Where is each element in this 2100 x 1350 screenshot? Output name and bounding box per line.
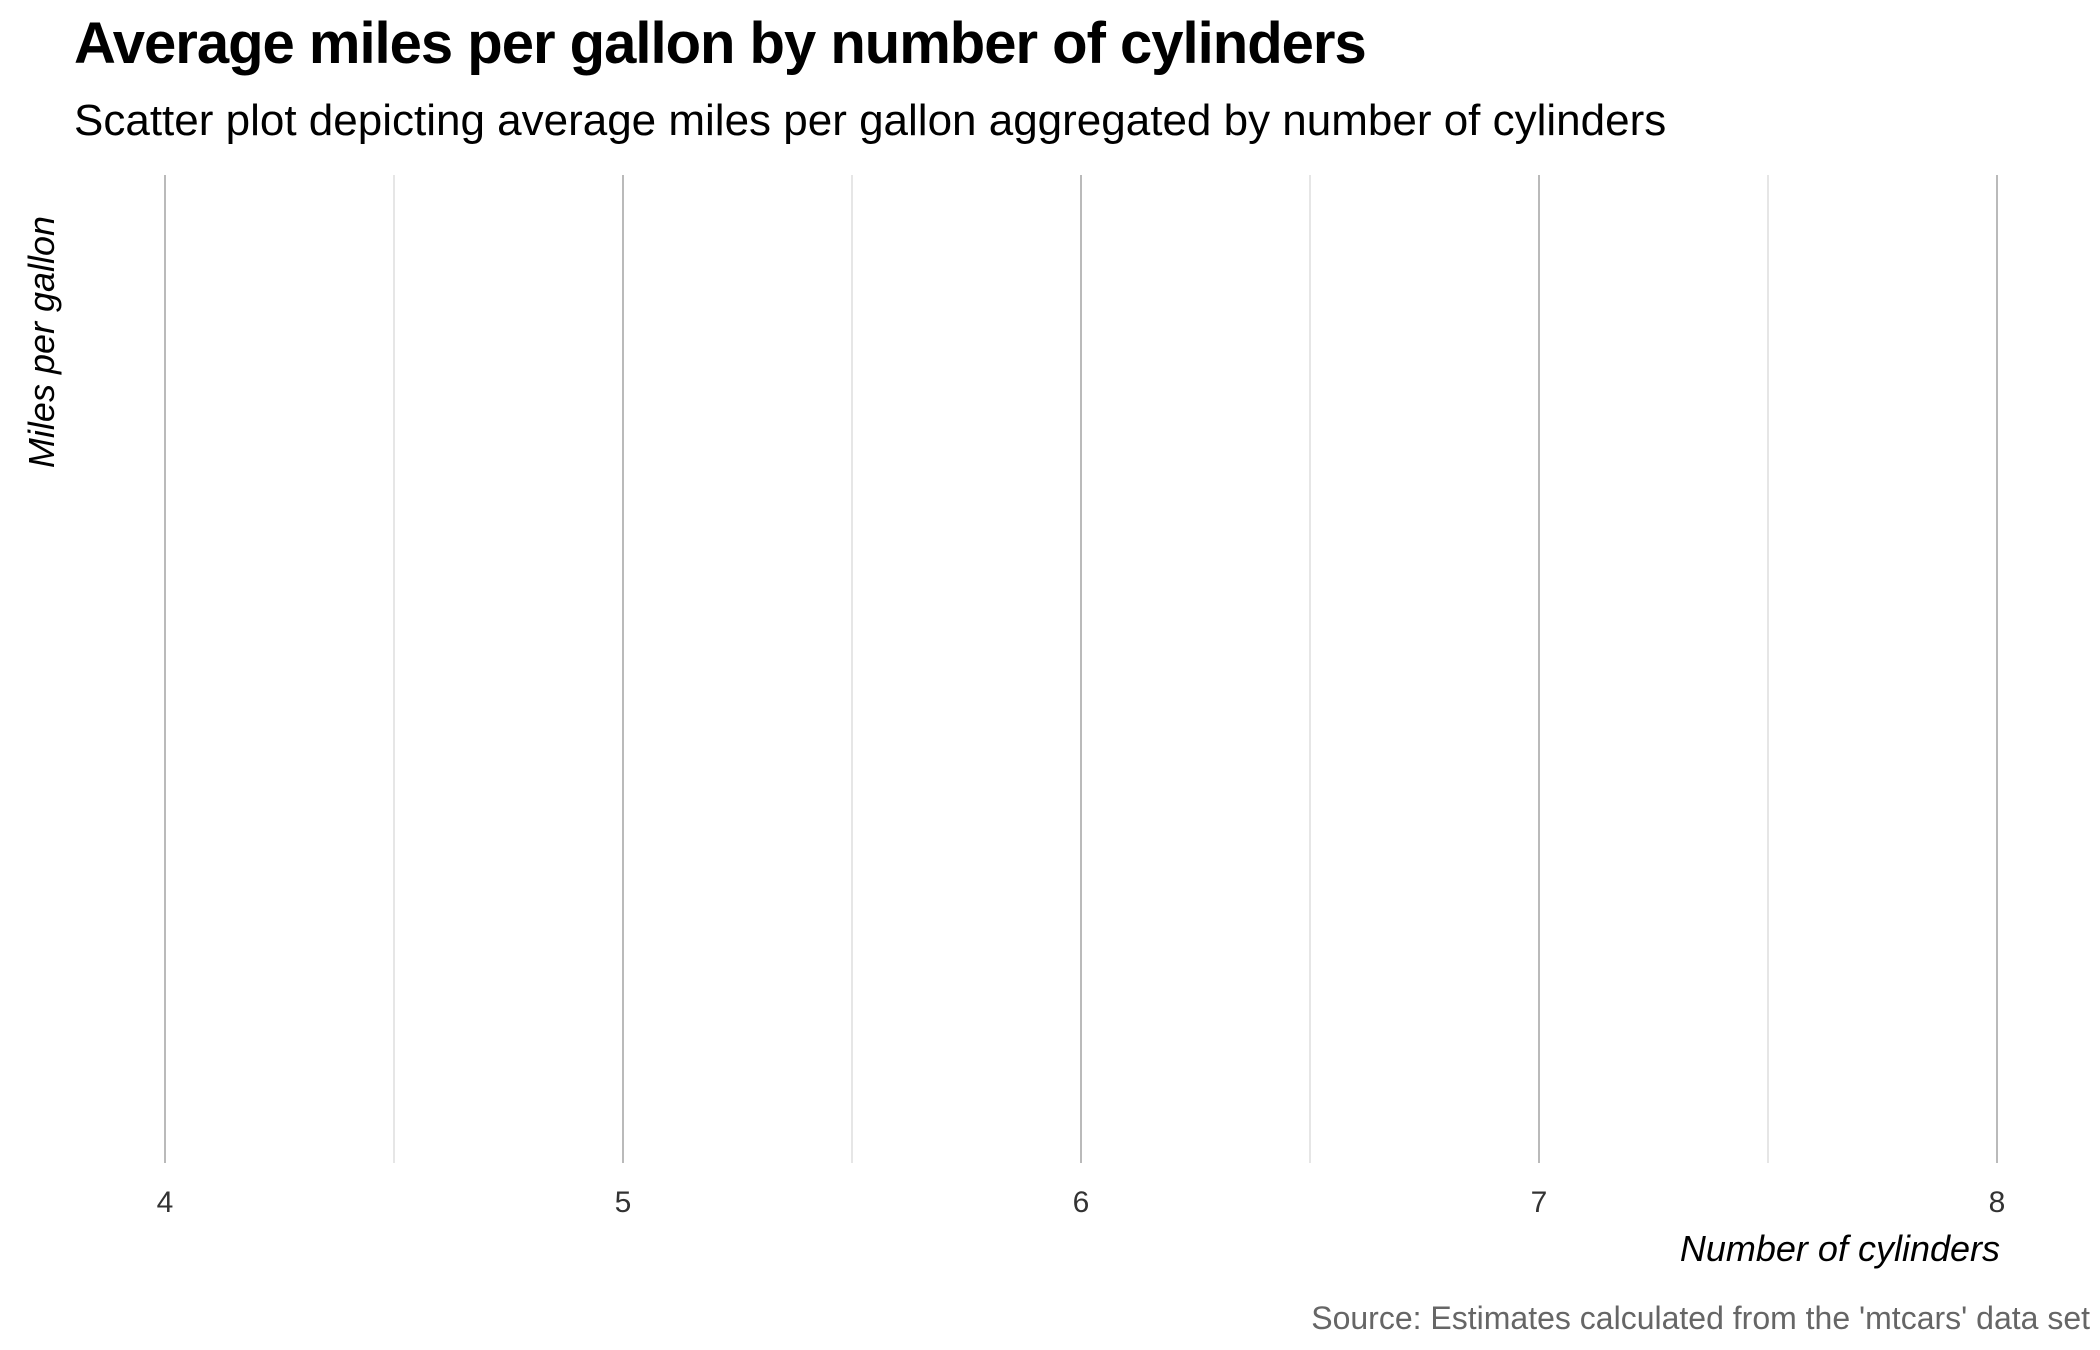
x-tick-label: 7: [1531, 1186, 1548, 1219]
x-axis-label: Number of cylinders: [1679, 1228, 2000, 1269]
chart-title: Average miles per gallon by number of cy…: [74, 11, 1367, 76]
x-tick-label: 5: [615, 1186, 632, 1219]
x-tick-label: 4: [157, 1186, 174, 1219]
x-tick-label: 6: [1073, 1186, 1090, 1219]
major-gridlines: [164, 175, 1998, 1163]
chart-subtitle: Scatter plot depicting average miles per…: [74, 96, 1667, 145]
minor-gridlines: [393, 175, 1769, 1163]
chart-caption: Source: Estimates calculated from the 'm…: [1311, 1300, 2090, 1336]
x-tick-labels: 4 5 6 7 8: [157, 1186, 2006, 1219]
x-tick-label: 8: [1989, 1186, 2006, 1219]
